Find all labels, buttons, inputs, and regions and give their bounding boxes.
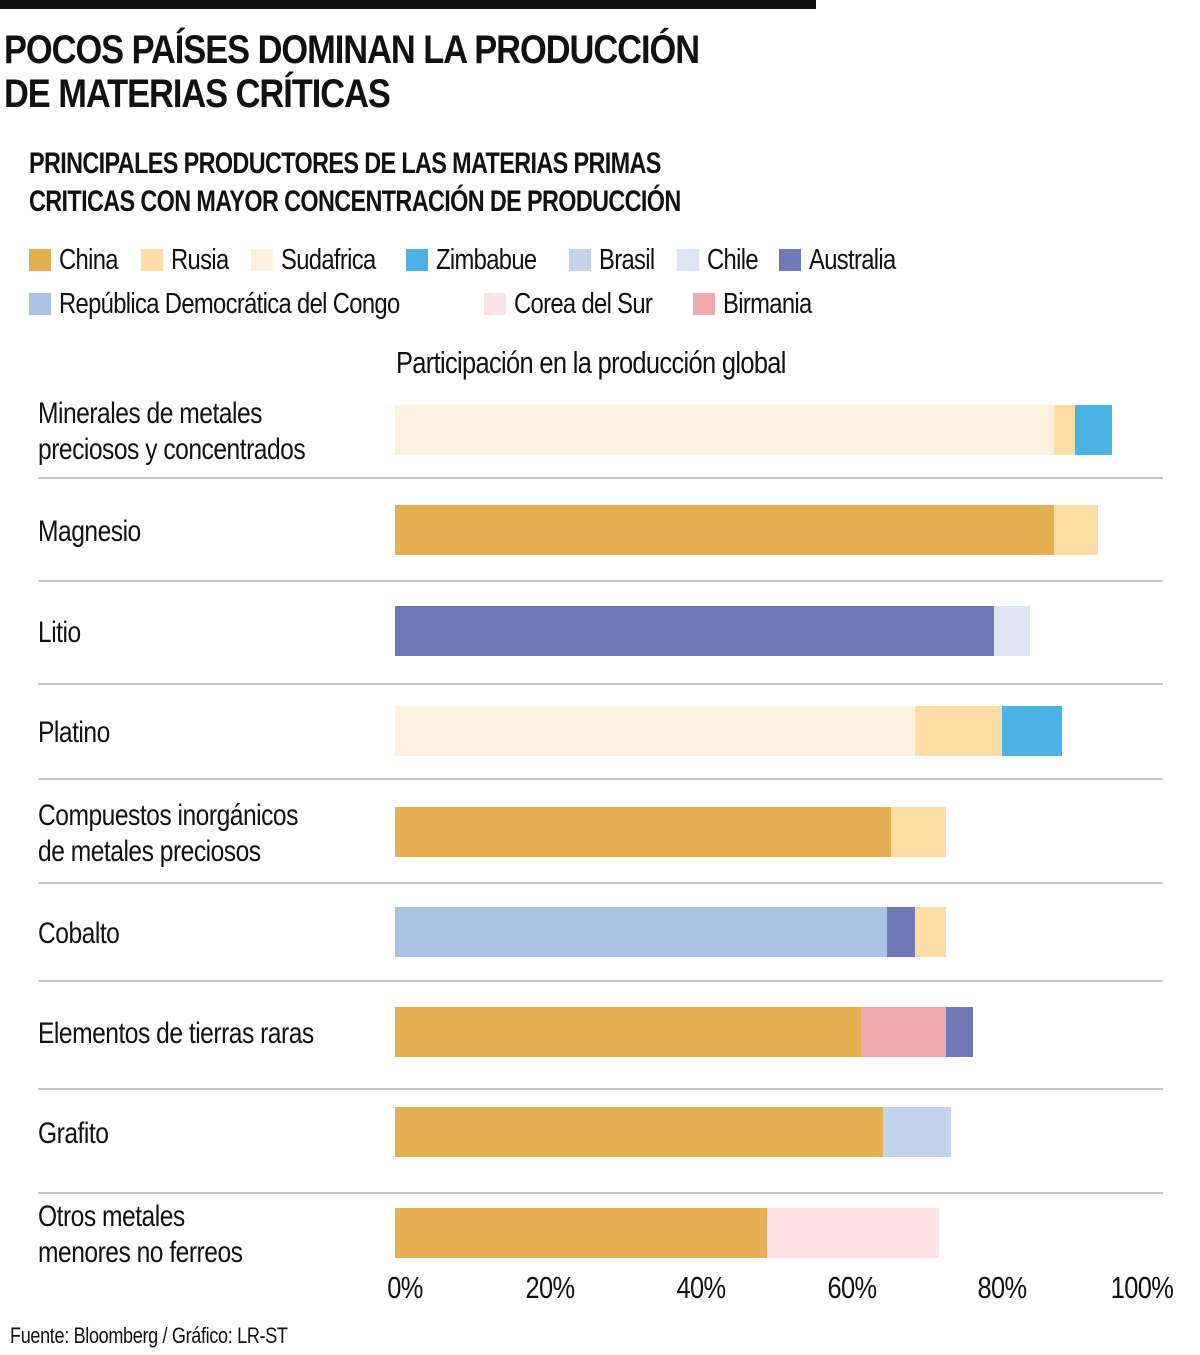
subtitle-line-1: PRINCIPALES PRODUCTORES DE LAS MATERIAS …: [29, 147, 661, 180]
bar-segment-china: [395, 505, 1055, 555]
category-label: Magnesio: [38, 514, 141, 550]
legend-item-birmania: Birmania: [692, 287, 831, 321]
bar-segment-birmania: [860, 1007, 946, 1057]
bar-segment-corea-del-sur: [766, 1208, 939, 1258]
bar-segment-republica-democratica-del-congo: [395, 907, 888, 957]
category-label-line: Cobalto: [38, 917, 120, 950]
legend-label: República Democrática del Congo: [59, 287, 400, 320]
row-divider: [38, 1192, 1163, 1194]
bar-segment-china: [395, 1208, 767, 1258]
category-label-line: Grafito: [38, 1117, 109, 1150]
bar-segment-zimbabue: [1074, 405, 1112, 455]
bar-segment-china: [395, 1107, 883, 1157]
legend-item-zimbabue: Zimbabue: [406, 244, 559, 277]
bar-segment-china: [395, 807, 891, 857]
legend-label: Chile: [706, 243, 759, 276]
legend-label: Corea del Sur: [514, 287, 653, 320]
x-axis-title: Participación en la producción global: [396, 345, 786, 380]
legend-item-chile: Chile: [676, 243, 769, 277]
category-label: Compuestos inorgánicos de metales precios…: [38, 798, 298, 870]
legend-item-republica-democratica-del-congo: República Democrática del Congo: [29, 288, 474, 321]
category-label-line: Elementos de tierras raras: [38, 1017, 314, 1050]
category-label-line: de metales preciosos: [38, 835, 261, 868]
source-note: Fuente: Bloomberg / Gráfico: LR-ST: [10, 1323, 288, 1348]
bar-segment-sudafrica: [395, 706, 916, 756]
bar-segment-australia: [945, 1007, 973, 1057]
category-label-line: Minerales de metales: [38, 397, 262, 430]
bar-segment-rusia: [1054, 405, 1075, 455]
legend-item-corea-del-sur: Corea del Sur: [484, 288, 683, 321]
category-label: Cobalto: [38, 916, 120, 952]
bar-segment-australia: [887, 907, 915, 957]
legend-item-brasil: Brasil: [568, 243, 667, 277]
row-divider: [38, 683, 1163, 685]
bar-segment-sudafrica: [395, 405, 1055, 455]
category-label-line: Litio: [38, 616, 81, 649]
page-title: POCOS PAÍSES DOMINAN LA PRODUCCIÓN DE MA…: [4, 28, 709, 116]
legend-row: República Democrática del Congo Corea del…: [29, 282, 1129, 326]
x-tick-label: 20%: [525, 1270, 576, 1305]
legend-swatch: [406, 249, 429, 271]
row-divider: [38, 882, 1163, 884]
bar-segment-rusia: [915, 706, 1003, 756]
category-label: Grafito: [38, 1116, 109, 1152]
bar-segment-rusia: [1054, 505, 1099, 555]
category-label-line: Compuestos inorgánicos: [38, 799, 298, 832]
legend-row: China Rusia Sudafrica Zimbabue Brasil Chile Au…: [29, 238, 1129, 282]
subtitle-line-2: CRITICAS CON MAYOR CONCENTRACIÓN DE PROD…: [29, 185, 681, 218]
x-tick-label: 60%: [827, 1270, 878, 1305]
legend-swatch: [140, 249, 163, 271]
legend-item-australia: Australia: [778, 243, 915, 277]
x-tick-label: 80%: [977, 1270, 1028, 1305]
legend-item-china: China: [29, 244, 131, 277]
legend-swatch: [692, 293, 715, 315]
title-line-2: DE MATERIAS CRÍTICAS: [4, 72, 391, 116]
legend-swatch: [29, 249, 51, 271]
category-label: Litio: [38, 615, 81, 651]
legend-label: Brasil: [598, 243, 655, 276]
category-label-line: Magnesio: [38, 515, 141, 548]
legend-swatch: [568, 249, 591, 271]
category-label-line: menores no ferreos: [38, 1236, 243, 1269]
row-divider: [38, 477, 1163, 479]
x-tick-label: 0%: [387, 1270, 423, 1305]
legend-label: Australia: [808, 243, 896, 276]
bar-segment-brasil: [882, 1107, 951, 1157]
category-label-line: preciosos y concentrados: [38, 433, 306, 466]
bar-segment-zimbabue: [1002, 706, 1063, 756]
top-rule: [0, 0, 816, 9]
chart-legend: China Rusia Sudafrica Zimbabue Brasil Chile Au…: [29, 238, 1129, 326]
row-divider: [38, 580, 1163, 582]
row-divider: [38, 1088, 1163, 1090]
legend-label: China: [59, 243, 119, 276]
row-divider: [38, 778, 1163, 780]
legend-swatch: [250, 249, 273, 271]
bar-segment-australia: [395, 606, 995, 656]
legend-swatch: [29, 293, 51, 315]
legend-swatch: [778, 249, 801, 271]
bar-segment-rusia: [914, 907, 946, 957]
legend-label: Birmania: [722, 287, 812, 320]
x-tick-label: 100%: [1110, 1270, 1174, 1305]
category-label: Minerales de metales preciosos y concentr…: [38, 396, 306, 468]
chart-subtitle: PRINCIPALES PRODUCTORES DE LAS MATERIAS …: [29, 145, 681, 221]
legend-swatch: [484, 293, 507, 315]
legend-item-sudafrica: Sudafrica: [250, 243, 396, 277]
legend-swatch: [676, 249, 699, 271]
category-label-line: Platino: [38, 716, 110, 749]
bar-segment-china: [395, 1007, 861, 1057]
category-label: Otros metales menores no ferreos: [38, 1199, 243, 1271]
category-label: Elementos de tierras raras: [38, 1016, 314, 1052]
legend-label: Rusia: [170, 243, 229, 276]
category-label: Platino: [38, 715, 110, 751]
legend-item-rusia: Rusia: [140, 243, 241, 277]
bar-segment-rusia: [890, 807, 947, 857]
bar-segment-chile: [994, 606, 1031, 656]
legend-label: Sudafrica: [280, 243, 376, 276]
legend-label: Zimbabue: [436, 243, 537, 276]
x-tick-label: 40%: [676, 1270, 727, 1305]
row-divider: [38, 980, 1163, 982]
title-line-1: POCOS PAÍSES DOMINAN LA PRODUCCIÓN: [4, 28, 700, 72]
category-label-line: Otros metales: [38, 1200, 185, 1233]
